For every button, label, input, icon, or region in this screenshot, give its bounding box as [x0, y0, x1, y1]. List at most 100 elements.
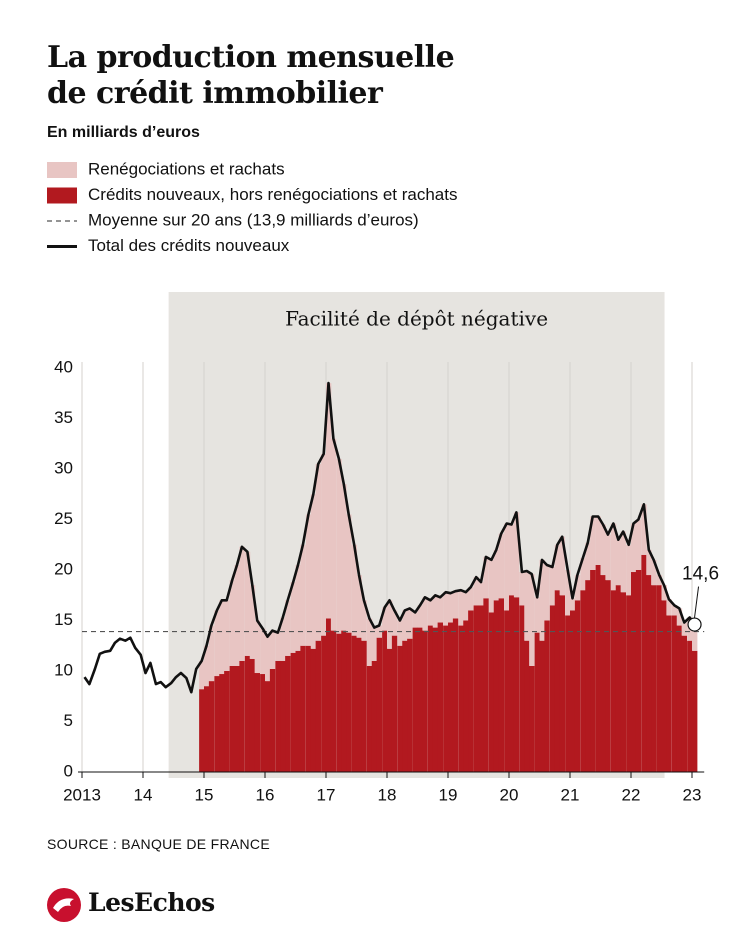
- bar: [295, 564, 301, 651]
- bar: [417, 605, 423, 628]
- bar: [452, 591, 459, 619]
- bar: [687, 640, 693, 772]
- bar: [402, 640, 408, 772]
- bar: [692, 650, 698, 772]
- x-tick-label: 18: [378, 785, 397, 804]
- bar: [595, 564, 602, 772]
- legend-label: Total des crédits nouveaux: [88, 236, 290, 255]
- bar: [498, 598, 505, 772]
- bar: [417, 627, 423, 772]
- bar: [371, 627, 378, 661]
- legend-label: Moyenne sur 20 ans (13,9 milliards d’eur…: [88, 210, 419, 229]
- x-tick-label: 17: [317, 785, 336, 804]
- bar: [330, 630, 337, 772]
- bar: [666, 615, 672, 772]
- bar: [391, 610, 398, 636]
- chart-title: La production mensuelle de crédit immobi…: [47, 40, 455, 111]
- bar: [244, 551, 251, 656]
- bar: [635, 570, 642, 772]
- y-tick-label: 0: [64, 761, 73, 780]
- x-tick-label: 19: [439, 785, 458, 804]
- bar: [676, 625, 683, 772]
- bar: [483, 556, 489, 599]
- bar: [580, 590, 586, 772]
- bar: [402, 610, 408, 641]
- bar: [559, 595, 566, 772]
- y-tick-label: 30: [54, 458, 73, 477]
- bar: [651, 585, 657, 772]
- bar: [600, 524, 606, 576]
- bar: [676, 608, 683, 626]
- total-line: [83, 381, 696, 694]
- bar: [509, 595, 515, 772]
- bar: [239, 546, 245, 661]
- bar: [356, 575, 362, 638]
- bar: [443, 592, 449, 626]
- bar: [432, 627, 439, 772]
- bar: [463, 592, 469, 621]
- legend-label: Crédits nouveaux, hors renégociations et…: [88, 185, 457, 204]
- bar: [361, 600, 367, 641]
- bar: [422, 630, 428, 772]
- bar: [448, 622, 454, 772]
- brand-name: LesEchos: [88, 888, 215, 917]
- bar: [626, 544, 632, 596]
- bar: [524, 640, 530, 772]
- bar: [544, 620, 550, 772]
- bar: [681, 622, 688, 636]
- bar: [646, 549, 652, 576]
- bar: [265, 636, 271, 682]
- bar: [585, 542, 591, 581]
- bar: [382, 630, 388, 772]
- bar: [397, 645, 403, 772]
- bar: [539, 640, 545, 772]
- bar: [661, 585, 667, 601]
- bar: [208, 625, 215, 682]
- x-tick-label: 21: [561, 785, 580, 804]
- bar: [275, 660, 281, 772]
- bar: [229, 580, 236, 666]
- bar: [422, 597, 428, 631]
- bar: [239, 660, 245, 772]
- bar: [412, 612, 419, 628]
- bar: [610, 523, 617, 591]
- bar: [635, 519, 642, 570]
- bar: [321, 635, 327, 772]
- bar: [382, 607, 388, 631]
- source-note: SOURCE : BANQUE DE FRANCE: [47, 836, 270, 852]
- bar: [534, 597, 541, 633]
- bar: [214, 610, 220, 677]
- bar: [234, 564, 240, 666]
- bar: [585, 580, 591, 772]
- bar: [574, 575, 581, 601]
- bar: [330, 438, 337, 631]
- bar: [224, 600, 230, 671]
- legend-label: Renégociations et rachats: [88, 159, 285, 178]
- y-tick-label: 10: [54, 660, 73, 679]
- bar: [249, 658, 256, 772]
- bar: [529, 665, 535, 772]
- bar: [595, 516, 602, 565]
- x-tick-label: 2013: [63, 785, 101, 804]
- bar: [656, 575, 663, 586]
- bar: [219, 600, 225, 675]
- bar: [391, 635, 398, 772]
- bar: [646, 575, 652, 772]
- bar: [570, 598, 576, 611]
- bar: [519, 572, 525, 606]
- bar: [432, 595, 439, 628]
- bar: [346, 632, 352, 772]
- y-tick-label: 35: [54, 408, 73, 427]
- bar: [544, 564, 550, 621]
- y-tick-label: 25: [54, 509, 73, 528]
- bar: [549, 605, 556, 772]
- bar: [351, 635, 358, 772]
- brand-logo-icon: [47, 888, 81, 922]
- bar: [326, 383, 332, 619]
- bar: [671, 615, 678, 772]
- bar: [285, 655, 291, 772]
- bar: [366, 618, 373, 666]
- bar: [574, 600, 581, 772]
- bar: [509, 524, 515, 596]
- bar: [280, 660, 286, 772]
